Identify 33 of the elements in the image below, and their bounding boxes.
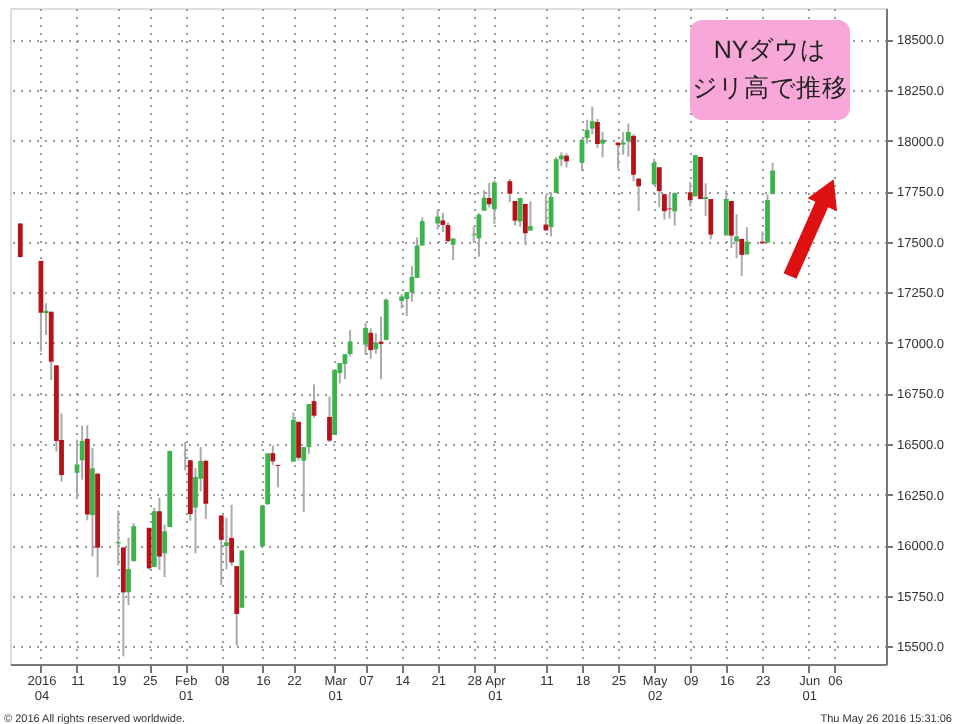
candlestick: [517, 196, 523, 228]
candlestick: [146, 526, 152, 571]
candlestick: [744, 226, 750, 256]
candlestick: [770, 161, 776, 196]
candlestick: [327, 395, 332, 444]
candlestick: [17, 222, 23, 259]
candlestick: [528, 200, 533, 232]
candlestick: [157, 496, 162, 571]
candlestick: [291, 411, 296, 463]
candlestick: [368, 327, 374, 360]
candlestick: [662, 193, 667, 221]
candlestick: [672, 191, 678, 227]
candlestick: [419, 216, 425, 247]
candlestick: [296, 420, 301, 462]
candlestick: [703, 182, 709, 217]
candlestick: [656, 166, 662, 209]
candlestick: [435, 208, 441, 231]
candlestick: [234, 565, 240, 647]
candlestick: [491, 179, 497, 225]
candlestick: [687, 181, 693, 208]
candlestick: [270, 444, 276, 466]
candlestick: [651, 157, 657, 187]
candlestick: [486, 182, 492, 209]
annotation: NYダウは: [713, 36, 827, 64]
candlestick: [218, 514, 224, 587]
candlestick: [723, 189, 729, 237]
candlestick: [600, 130, 605, 159]
candlestick: [229, 503, 234, 567]
candlestick: [522, 202, 528, 246]
candlestick: [301, 446, 307, 513]
annotation: ジリ高で推移: [692, 72, 848, 102]
candlestick: [363, 321, 368, 357]
candlestick: [765, 193, 770, 244]
